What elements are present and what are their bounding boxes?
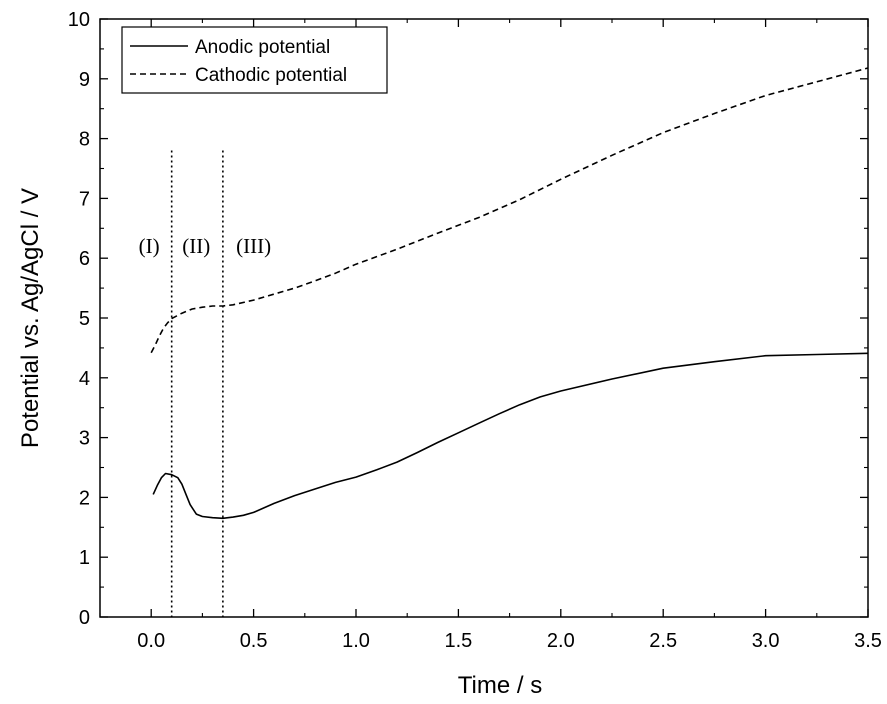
y-tick-label-7: 7 (79, 188, 90, 210)
x-axis-label: Time / s (458, 672, 542, 699)
y-tick-label-9: 9 (79, 69, 90, 91)
y-tick-label-6: 6 (79, 248, 90, 270)
legend-label-anodic: Anodic potential (195, 37, 330, 58)
y-tick-label-3: 3 (79, 428, 90, 450)
x-tick-label-0: 0.0 (137, 630, 165, 652)
y-axis-ticks: 0 1 2 3 4 5 6 7 8 9 10 (68, 9, 868, 629)
x-tick-label-1: 0.5 (240, 630, 268, 652)
y-tick-label-10: 10 (68, 9, 90, 31)
data-series (150, 67, 869, 520)
region-label-0: (I) (139, 234, 160, 258)
y-axis-label: Potential vs. Ag/AgCl / V (17, 188, 44, 448)
y-tick-label-8: 8 (79, 129, 90, 151)
legend: Anodic potential Cathodic potential (121, 26, 388, 94)
region-markers (170, 150, 224, 617)
region-label-2: (III) (236, 234, 271, 258)
series-line-anodic (152, 352, 869, 520)
y-tick-label-5: 5 (79, 308, 90, 330)
x-tick-label-2: 1.0 (342, 630, 370, 652)
y-tick-label-2: 2 (79, 487, 90, 509)
region-annotations: (I) (II) (III) (139, 234, 271, 258)
legend-label-cathodic: Cathodic potential (195, 65, 347, 86)
plot-frame (99, 18, 869, 618)
y-tick-label-1: 1 (79, 547, 90, 569)
x-tick-label-5: 2.5 (649, 630, 677, 652)
y-tick-label-0: 0 (79, 607, 90, 629)
legend-box (121, 26, 388, 94)
x-axis-ticks: 0.0 0.5 1.0 1.5 2.0 2.5 3.0 3.5 (99, 19, 882, 652)
x-tick-label-4: 2.0 (547, 630, 575, 652)
x-tick-label-7: 3.5 (854, 630, 882, 652)
y-tick-label-4: 4 (79, 368, 90, 390)
region-label-1: (II) (182, 234, 210, 258)
x-tick-label-3: 1.5 (444, 630, 472, 652)
series-line-cathodic (150, 67, 869, 354)
x-tick-label-6: 3.0 (752, 630, 780, 652)
